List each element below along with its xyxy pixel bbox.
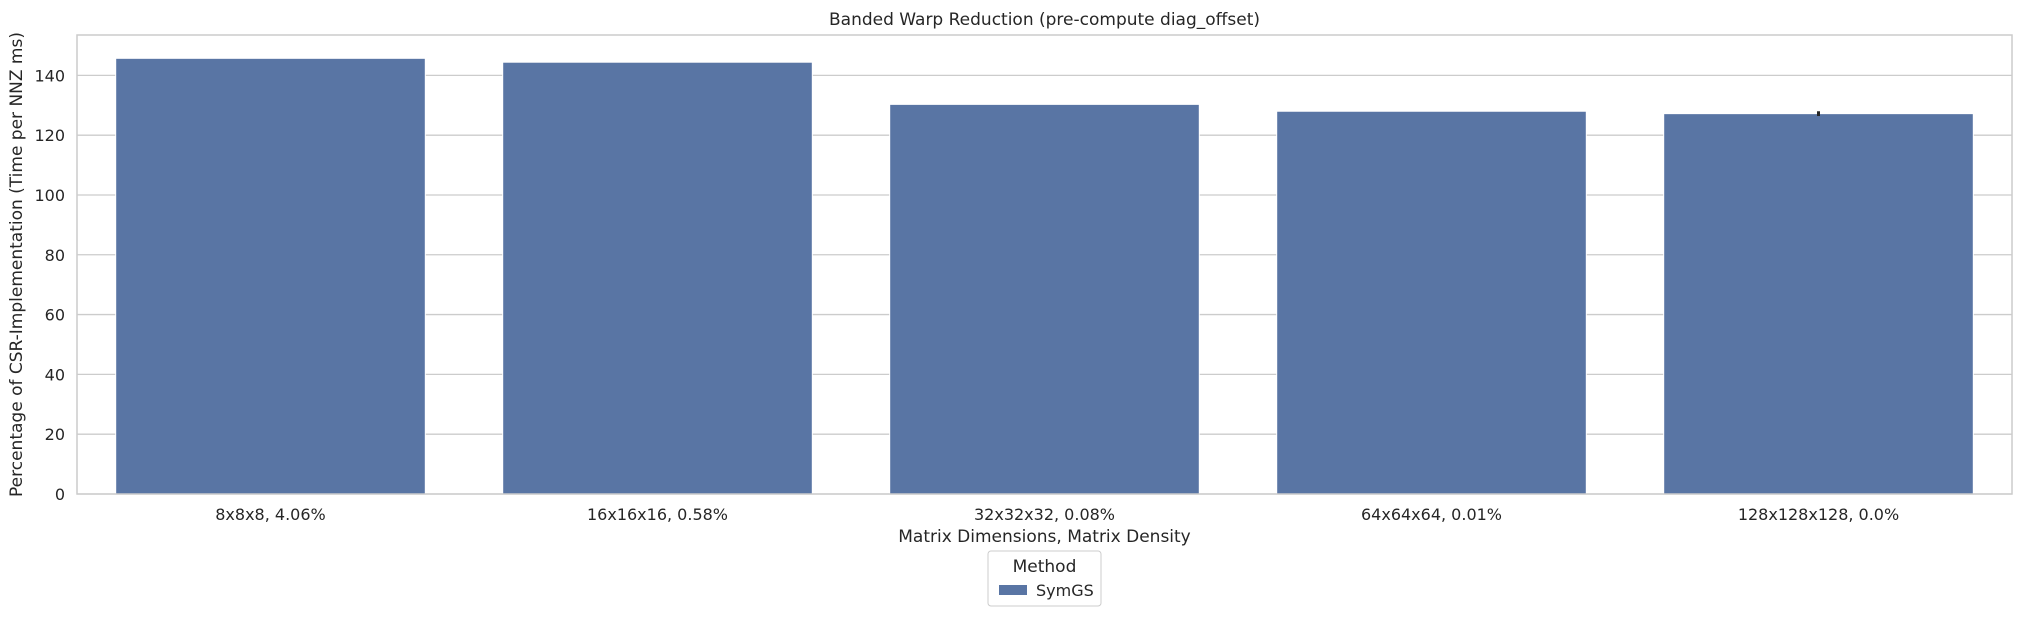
bar-symgs [889, 103, 1200, 495]
y-tick-label: 0 [55, 485, 65, 504]
legend-swatch-symgs [999, 585, 1027, 595]
plot-frame [76, 34, 2013, 495]
x-tick-label: 8x8x8, 4.06% [215, 505, 325, 524]
chart-title: Banded Warp Reduction (pre-compute diag_… [829, 10, 1260, 30]
bar-symgs [502, 61, 813, 495]
x-tick-label: 32x32x32, 0.08% [974, 505, 1115, 524]
legend: Method SymGS [987, 550, 1102, 607]
x-tick-label: 16x16x16, 0.58% [587, 505, 728, 524]
y-tick-label: 20 [45, 425, 65, 444]
x-axis-label: Matrix Dimensions, Matrix Density [898, 527, 1191, 547]
y-tick-labels: 0 20 40 60 80 100 120 140 [34, 66, 65, 504]
y-tick-label: 80 [45, 246, 65, 265]
y-axis-label: Percentage of CSR-Implementation (Time p… [7, 32, 27, 497]
x-tick-labels: 8x8x8, 4.06% 16x16x16, 0.58% 32x32x32, 0.0… [215, 505, 1899, 524]
legend-label-symgs: SymGS [1036, 581, 1094, 600]
bars [115, 57, 1974, 495]
x-tick-label: 128x128x128, 0.0% [1738, 505, 1899, 524]
y-tick-label: 60 [45, 306, 65, 325]
bar-symgs [1276, 110, 1587, 495]
y-tick-label: 40 [45, 365, 65, 384]
y-tick-label: 120 [34, 126, 65, 145]
bar-symgs [115, 57, 426, 495]
y-tick-label: 140 [34, 66, 65, 85]
bar-symgs [1663, 113, 1974, 495]
y-tick-label: 100 [34, 186, 65, 205]
x-tick-label: 64x64x64, 0.01% [1361, 505, 1502, 524]
legend-title: Method [1013, 557, 1077, 577]
